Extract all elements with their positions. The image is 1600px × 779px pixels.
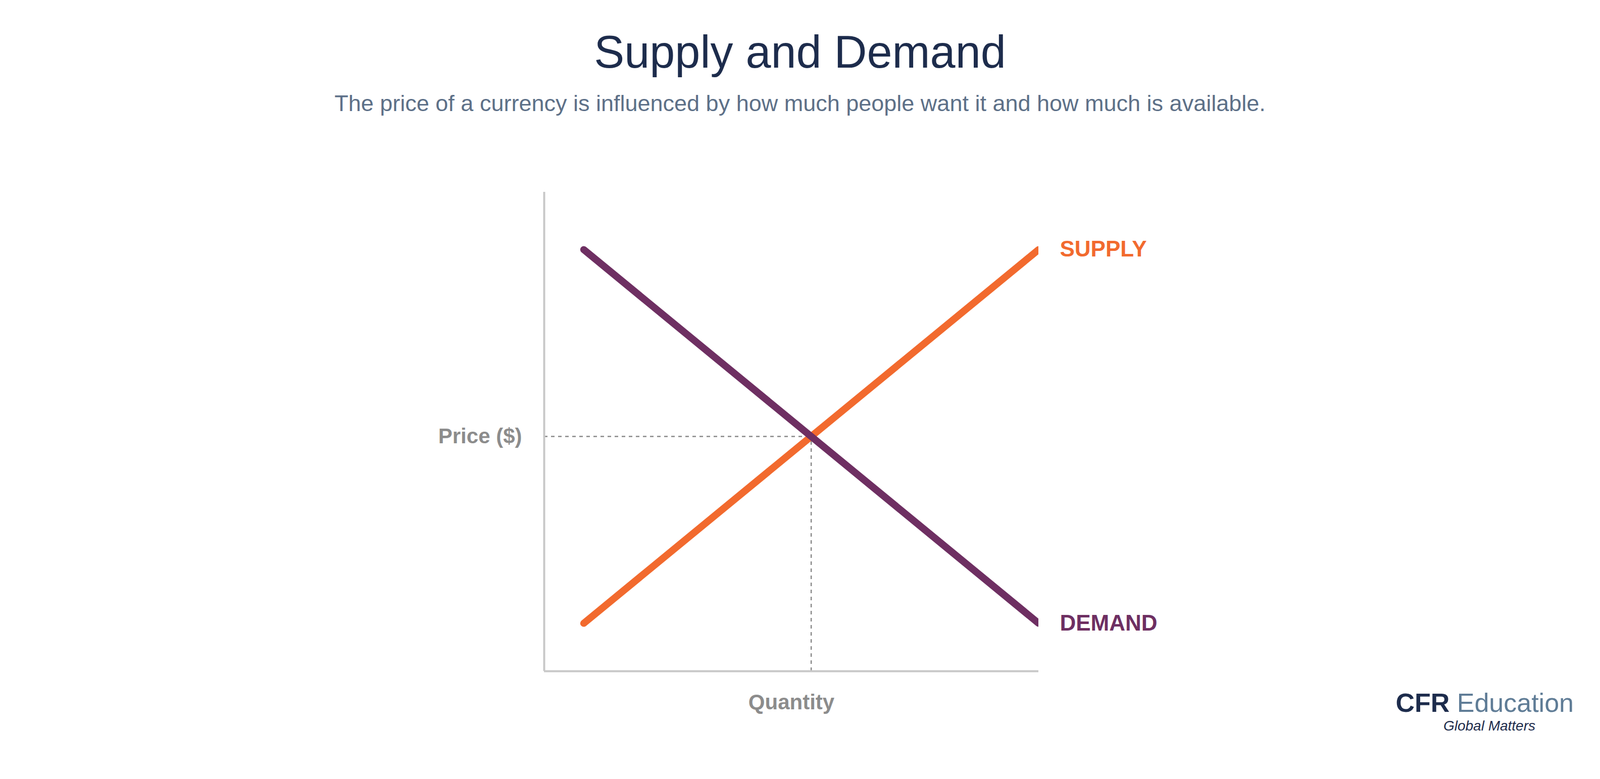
html-text:Global Matters: Global Matters [1443,718,1536,734]
svg-text:DEMAND: DEMAND [1060,610,1158,636]
html-text:CFR Education: CFR Education [1395,688,1574,718]
svg-text:Quantity: Quantity [748,690,835,715]
svg-text:SUPPLY: SUPPLY [1060,236,1147,262]
html-text:The price of a currency is inf: The price of a currency is influenced by… [334,90,1266,117]
svg-text:Price ($): Price ($) [438,424,523,448]
html-text:Supply and Demand: Supply and Demand [594,26,1006,78]
